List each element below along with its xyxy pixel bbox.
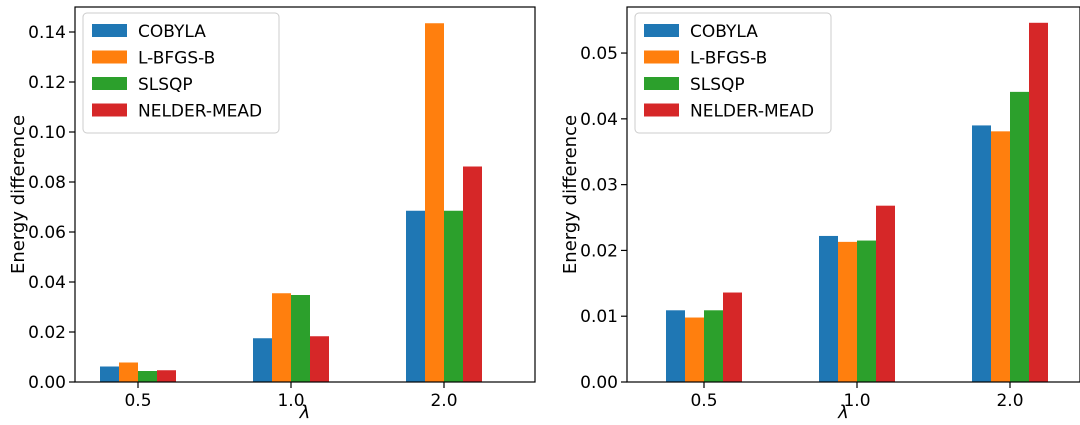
legend-label-nelder-mead: NELDER-MEAD [690, 102, 814, 122]
y-tick-label: 0.12 [28, 73, 66, 93]
axes-frame [74, 6, 536, 383]
bar-cobyla-1.0 [819, 235, 838, 382]
bar-l-bfgs-b-1.0 [838, 241, 857, 382]
bar-slsqp-1.0 [291, 295, 310, 382]
bar-nelder-mead-1.0 [310, 336, 329, 382]
legend-label-slsqp: SLSQP [138, 75, 193, 95]
x-tick-label: 2.0 [430, 391, 457, 411]
legend-label-cobyla: COBYLA [690, 22, 758, 42]
bar-slsqp-2.0 [444, 210, 463, 382]
bar-l-bfgs-b-0.5 [685, 317, 704, 382]
bar-slsqp-0.5 [138, 371, 157, 382]
x-axis-label: λ [299, 402, 311, 421]
bar-slsqp-1.0 [857, 240, 876, 382]
legend-swatch-cobyla [644, 24, 679, 37]
y-tick-label: 0.04 [580, 110, 618, 130]
chart-left: 0.00 0.02 0.04 0.06 0.08 0.10 0.12 0.14 0.5 1.0 2.… [8, 6, 536, 423]
bar-cobyla-2.0 [406, 210, 425, 382]
legend-swatch-nelder-mead [644, 103, 679, 117]
legend-swatch-slsqp [92, 77, 127, 90]
legend: COBYLA L-BFGS-B SLSQP NELDER-MEAD [634, 12, 832, 134]
chart-right: 0.00 0.01 0.02 0.03 0.04 0.05 0.5 1.0 2.0 λ Energy… [560, 6, 1080, 423]
y-tick-label: 0.05 [580, 44, 618, 64]
bar-l-bfgs-b-2.0 [991, 131, 1010, 382]
legend-swatch-slsqp [644, 77, 679, 90]
legend-box [634, 12, 832, 134]
y-tick-label: 0.08 [28, 173, 66, 193]
bar-nelder-mead-2.0 [463, 166, 482, 382]
bar-l-bfgs-b-0.5 [119, 362, 138, 382]
bar-slsqp-2.0 [1010, 91, 1029, 383]
y-tick-label: 0.04 [28, 273, 66, 293]
legend-box [82, 12, 280, 134]
bar-l-bfgs-b-1.0 [272, 293, 291, 382]
y-axis-label: Energy difference [8, 115, 29, 274]
bar-l-bfgs-b-2.0 [425, 23, 444, 382]
bar-slsqp-0.5 [704, 310, 723, 382]
legend-label-l-bfgs-b: L-BFGS-B [690, 49, 767, 69]
bar-cobyla-2.0 [972, 125, 991, 382]
y-tick-label: 0.00 [580, 373, 618, 393]
axes-frame [626, 6, 1080, 383]
legend-swatch-l-bfgs-b [92, 50, 127, 64]
legend-swatch-cobyla [92, 24, 127, 37]
x-axis-label: λ [837, 402, 849, 421]
x-tick-label: 0.5 [690, 391, 717, 411]
legend-label-slsqp: SLSQP [690, 75, 745, 95]
x-tick-label: 2.0 [996, 391, 1023, 411]
bar-nelder-mead-1.0 [876, 205, 895, 382]
y-tick-label: 0.06 [28, 223, 66, 243]
y-tick-label: 0.14 [28, 23, 66, 43]
legend-label-cobyla: COBYLA [138, 22, 206, 42]
y-tick-label: 0.01 [580, 307, 618, 327]
legend-label-nelder-mead: NELDER-MEAD [138, 102, 262, 122]
y-tick-label: 0.03 [580, 176, 618, 196]
bar-nelder-mead-0.5 [723, 292, 742, 382]
y-tick-label: 0.02 [28, 323, 66, 343]
x-tick-label: 1.0 [843, 391, 870, 411]
x-tick-label: 0.5 [124, 391, 151, 411]
y-axis-label: Energy difference [560, 115, 581, 274]
bar-nelder-mead-2.0 [1029, 22, 1048, 382]
bar-cobyla-1.0 [253, 338, 272, 382]
bar-cobyla-0.5 [666, 310, 685, 382]
x-tick-label: 1.0 [277, 391, 304, 411]
bar-cobyla-0.5 [100, 366, 119, 382]
legend-swatch-l-bfgs-b [644, 50, 679, 64]
bar-nelder-mead-0.5 [157, 370, 176, 382]
y-tick-label: 0.02 [580, 241, 618, 261]
legend: COBYLA L-BFGS-B SLSQP NELDER-MEAD [82, 12, 280, 134]
y-tick-label: 0.00 [28, 373, 66, 393]
legend-swatch-nelder-mead [92, 103, 127, 117]
legend-label-l-bfgs-b: L-BFGS-B [138, 49, 215, 69]
y-tick-label: 0.10 [28, 123, 66, 143]
